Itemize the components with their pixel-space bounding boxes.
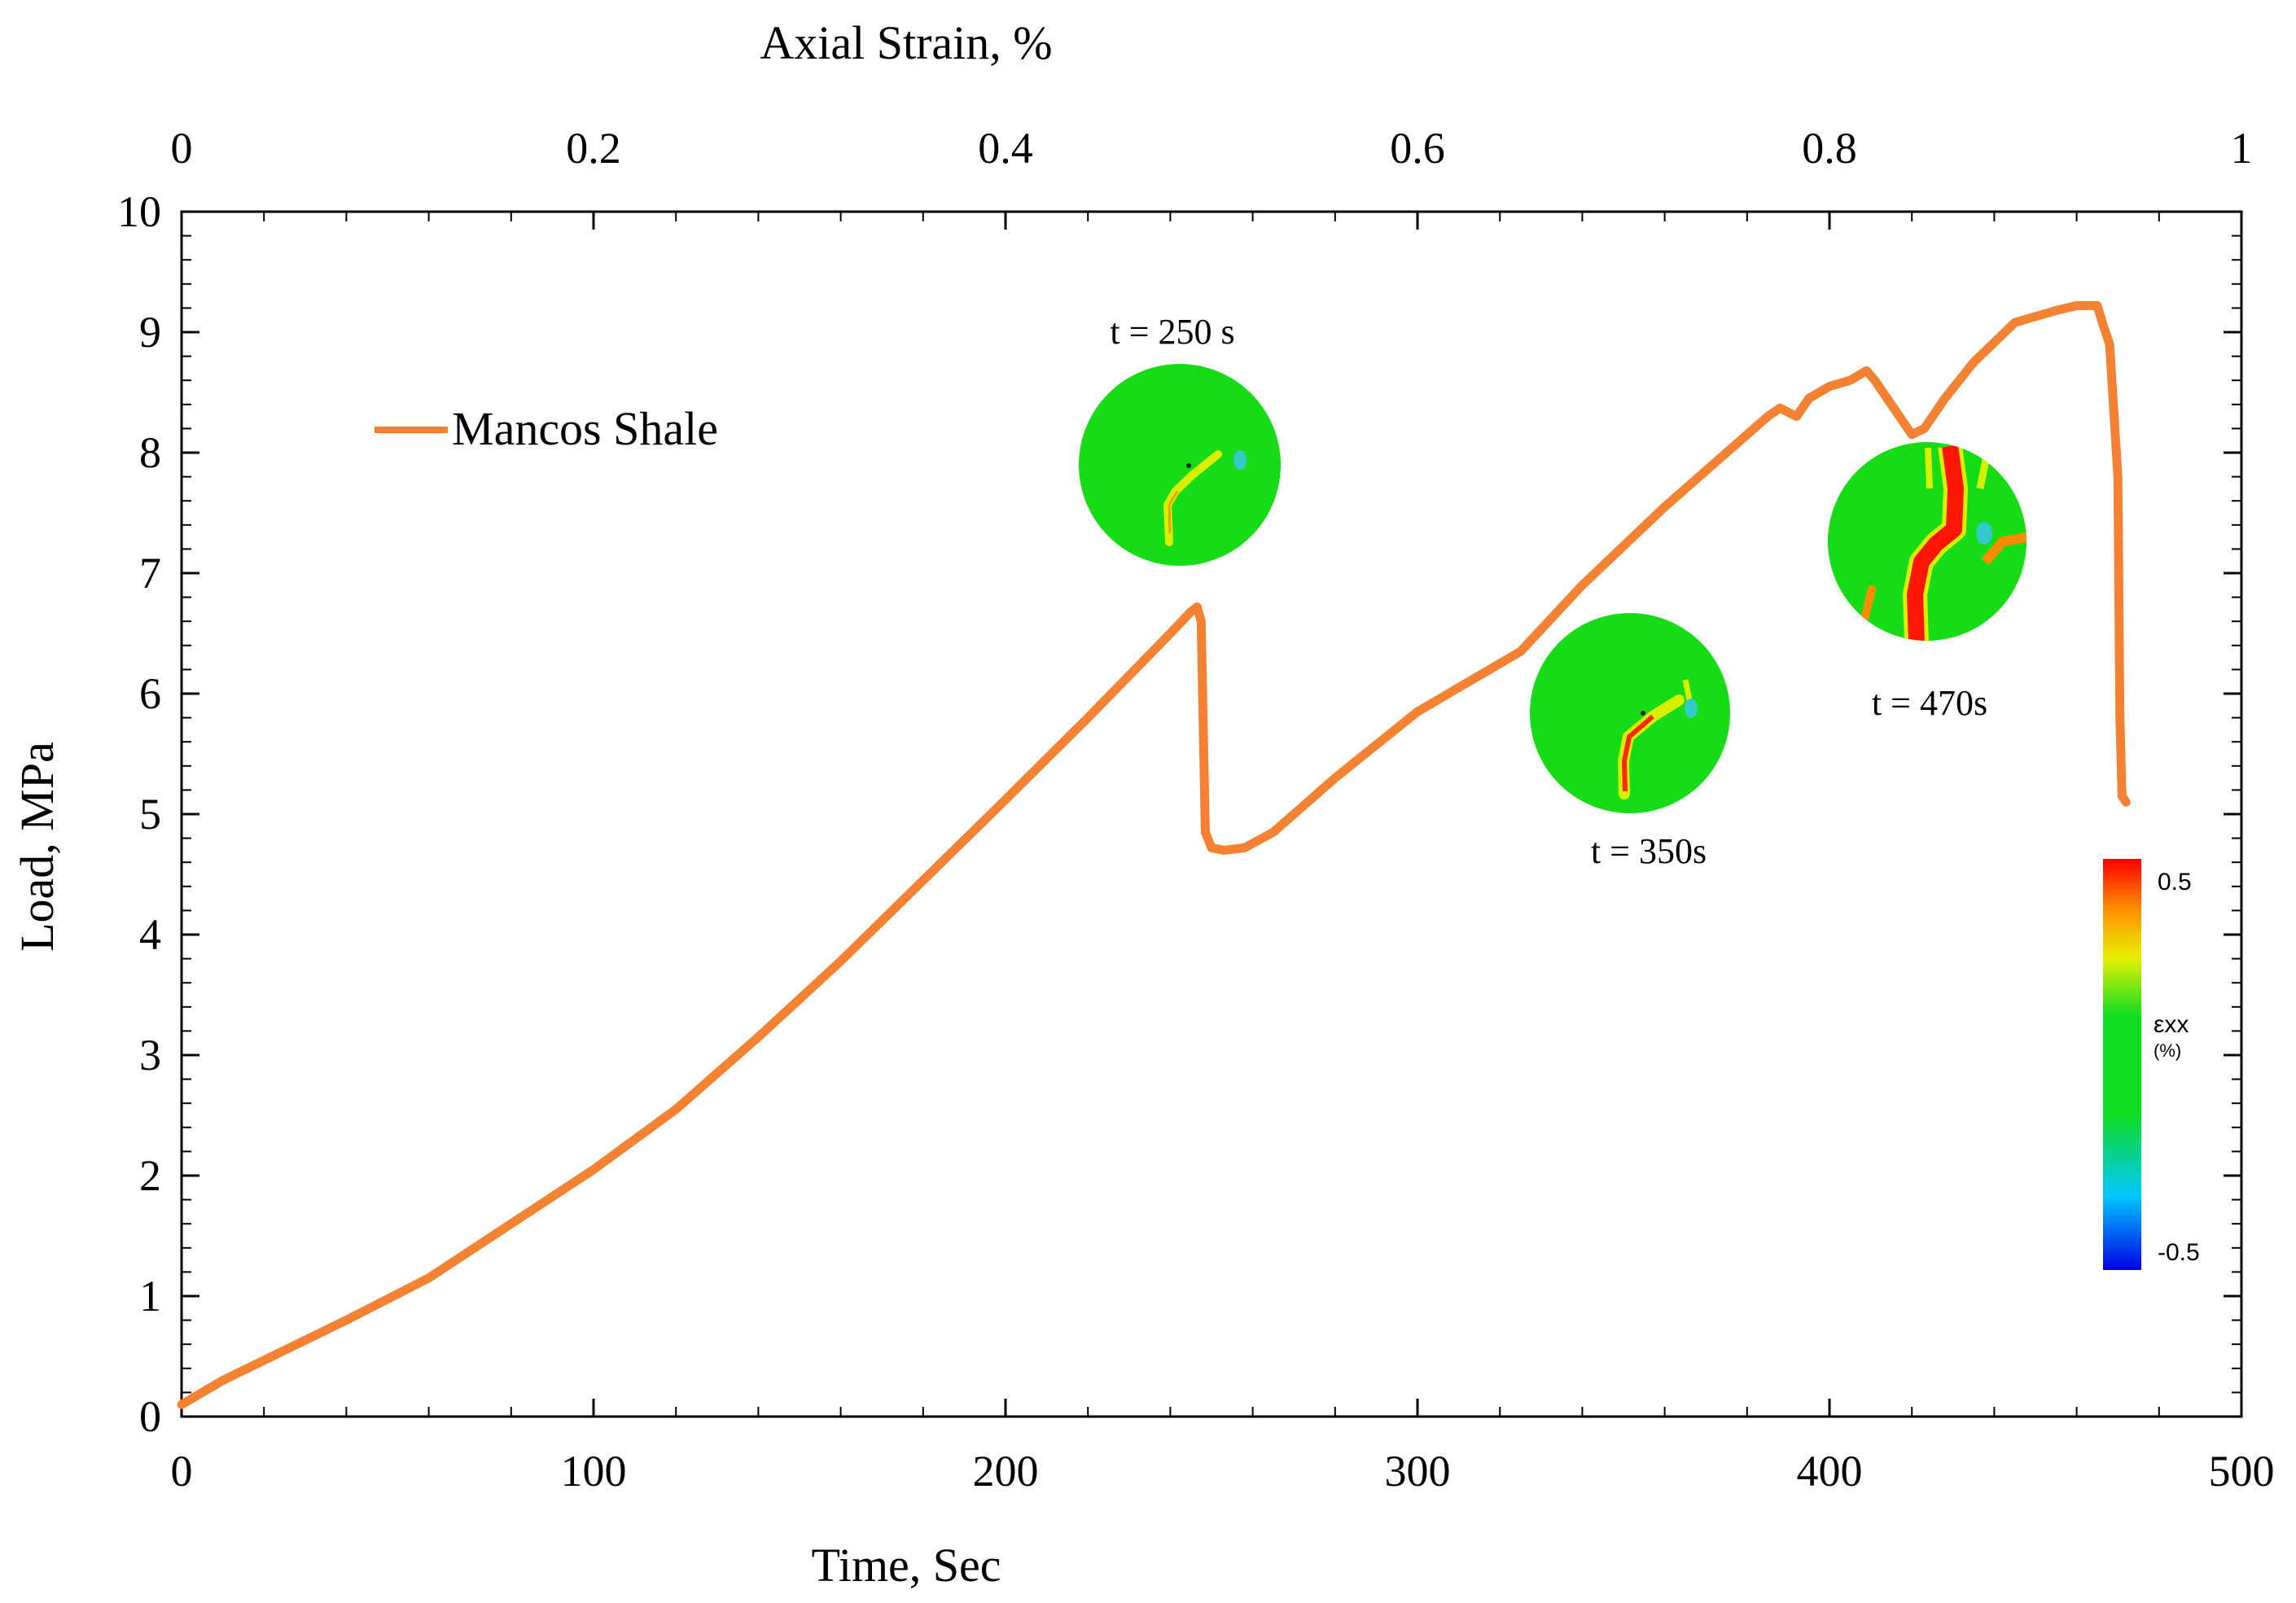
data-point — [1220, 846, 1229, 855]
data-point — [2072, 301, 2081, 310]
snapshot-label-250s: t = 250 s — [1110, 312, 1234, 352]
y-tick-label: 5 — [139, 790, 161, 839]
data-point — [1084, 713, 1093, 722]
data-point — [177, 1400, 186, 1409]
data-point — [1722, 449, 1731, 457]
data-point — [1268, 828, 1277, 837]
colorbar: 0.5 εxx (%) -0.5 — [2103, 859, 2200, 1270]
data-point — [1920, 424, 1929, 433]
data-point — [1792, 412, 1801, 421]
data-point — [2092, 301, 2101, 310]
data-point — [1846, 376, 1855, 385]
data-point — [218, 1376, 227, 1385]
data-point — [2010, 318, 2019, 327]
x-tick-label: 0 — [171, 1447, 193, 1496]
data-point — [2115, 713, 2124, 722]
data-point — [424, 1273, 433, 1282]
data-point — [589, 1165, 598, 1174]
y-tick-label: 1 — [139, 1272, 161, 1321]
data-point — [1895, 412, 1904, 421]
colorbar-unit-label: (%) — [2154, 1040, 2181, 1061]
data-point — [1870, 376, 1879, 385]
data-point — [1197, 617, 1206, 626]
plot-frame — [180, 210, 2243, 1418]
y-tick-label: 6 — [139, 669, 161, 718]
colorbar-min-label: -0.5 — [2158, 1239, 2200, 1266]
y-tick-label: 3 — [139, 1031, 161, 1080]
data-point — [2099, 322, 2108, 331]
x-tick-label: 100 — [561, 1447, 627, 1496]
series-points — [177, 301, 2131, 1409]
data-point — [1660, 502, 1669, 511]
data-point — [1764, 412, 1772, 421]
x2-axis-title: Axial Strain, % — [760, 16, 1052, 69]
y-tick-label: 9 — [139, 308, 161, 357]
data-point — [1862, 366, 1871, 375]
series-line-mancos-shale — [177, 300, 2131, 1409]
y-axis-title: Load, MPa — [11, 742, 64, 952]
strain-snapshot-350s — [1530, 613, 1730, 813]
data-point — [1882, 394, 1891, 403]
data-point — [1940, 394, 1949, 403]
x-tick-label: 200 — [973, 1447, 1039, 1496]
x2-tick-label: 1 — [2231, 124, 2253, 173]
data-point — [1193, 602, 1202, 611]
data-point — [1413, 707, 1422, 716]
colorbar-max-label: 0.5 — [2158, 869, 2192, 896]
snapshot-label-350s: t = 350s — [1591, 831, 1707, 871]
y-tick-label: 10 — [117, 187, 161, 236]
strain-snapshot-470s — [1828, 442, 2027, 641]
data-point — [2122, 798, 2131, 807]
x-tick-label: 400 — [1797, 1447, 1863, 1496]
data-point — [1825, 382, 1834, 391]
data-point — [1804, 394, 1813, 403]
snapshot-label-470s: t = 470s — [1872, 683, 1987, 723]
y-tick-label: 2 — [139, 1151, 161, 1200]
data-point — [2118, 791, 2127, 800]
data-point — [2052, 306, 2061, 315]
data-point — [1516, 647, 1525, 656]
data-point — [1186, 607, 1195, 616]
y-tick-label: 7 — [139, 549, 161, 598]
data-point — [1240, 843, 1249, 852]
x-tick-label: 500 — [2209, 1447, 2275, 1496]
data-point — [2105, 339, 2114, 348]
data-point — [1776, 404, 1785, 413]
data-point — [280, 1346, 289, 1355]
y-tick-label: 4 — [139, 910, 161, 959]
colorbar-quantity-label: εxx — [2154, 1011, 2189, 1038]
x-axis-title: Time, Sec — [811, 1539, 1001, 1592]
x2-tick-label: 0.4 — [978, 124, 1033, 173]
x-tick-label: 300 — [1385, 1447, 1451, 1496]
data-point — [918, 876, 927, 885]
strain-snapshot-250s — [1079, 364, 1281, 566]
colorbar-gradient — [2103, 859, 2141, 1270]
data-point — [1578, 580, 1587, 589]
data-point — [672, 1105, 681, 1114]
y-tick-label: 0 — [139, 1392, 161, 1441]
data-point — [1970, 358, 1978, 366]
x2-tick-label: 0.2 — [566, 124, 621, 173]
data-point — [1201, 828, 1210, 837]
data-point — [1207, 843, 1216, 852]
y-tick-label: 8 — [139, 428, 161, 477]
data-point — [2114, 472, 2123, 481]
data-point — [1166, 629, 1175, 637]
data-point — [506, 1220, 515, 1229]
data-point — [1908, 430, 1917, 439]
x2-tick-label: 0.8 — [1802, 124, 1857, 173]
legend-label: Mancos Shale — [452, 402, 718, 455]
data-point — [754, 1032, 763, 1041]
x2-tick-label: 0 — [171, 124, 193, 173]
data-point — [836, 957, 845, 966]
data-point — [1330, 773, 1339, 782]
data-point — [1001, 795, 1010, 804]
data-point — [342, 1316, 351, 1325]
x2-tick-label: 0.6 — [1390, 124, 1445, 173]
legend: Mancos Shale — [375, 402, 718, 455]
